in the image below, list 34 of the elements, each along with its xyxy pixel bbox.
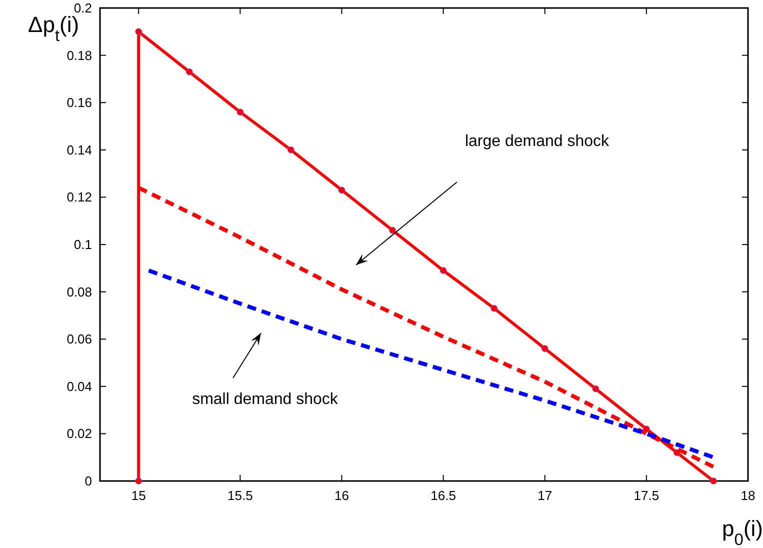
point [135,28,142,36]
x-tick-label: 17.5 [634,488,660,503]
y-tick-label: 0.12 [66,190,92,205]
point [643,426,650,432]
y-tick-label: 0.1 [74,237,92,252]
y-tick-label: 0.02 [66,426,92,442]
point [440,267,447,274]
x-tick-label: 15.5 [228,488,253,503]
point [236,108,244,116]
x-tick-label: 15 [131,488,146,503]
x-tick-label: 17 [538,488,552,503]
point [186,68,193,76]
point [338,186,346,194]
point [710,478,717,484]
x-tick-label: 16 [334,488,349,503]
y-tick-label: 0.06 [66,332,92,347]
y-tick-label: 0.16 [66,95,92,110]
point [490,304,498,312]
point [135,478,142,484]
annotation: large demand shock [464,133,610,150]
y-tick-label: 0 [84,474,92,488]
y-tick-label: 0.04 [66,378,92,394]
y-tick-label: 0.14 [66,142,92,158]
y-tick-label: 0.18 [66,48,92,63]
x-axis-title: p$_{0}$(i) [722,516,763,548]
annotation: small demand shock [192,391,339,408]
x-tick-label: 16.5 [430,488,456,503]
point [288,146,294,154]
x-tick-label: 18 [740,488,756,503]
line-series [146,268,716,460]
point [592,385,600,392]
y-tick-label: 0.08 [66,284,92,300]
point [389,226,396,234]
point [541,345,548,352]
